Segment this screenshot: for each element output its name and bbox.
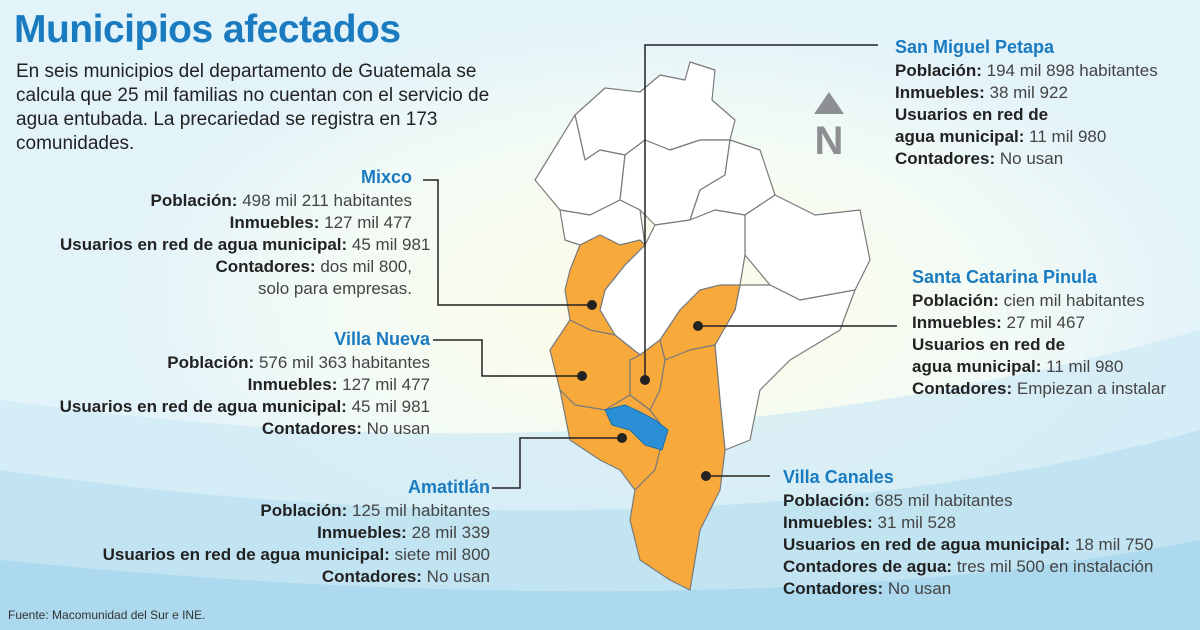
- intro-text: En seis municipios del departamento de G…: [16, 61, 490, 154]
- info-row: solo para empresas.: [257, 279, 412, 298]
- info-row: Contadores: No usan: [895, 149, 1064, 168]
- north-arrow-icon: [814, 92, 844, 114]
- info-row: Contadores: No usan: [783, 579, 952, 598]
- info-block-amatitlan: Amatitlán Población: 125 mil habitantes …: [40, 476, 490, 588]
- marker-amatitlan: [617, 433, 627, 443]
- leader-san-miguel-petapa: [644, 44, 878, 380]
- info-row: Población: 498 mil 211 habitantes: [150, 191, 412, 210]
- source-note: Fuente: Macomunidad del Sur e INE.: [8, 608, 206, 622]
- map-region-mixco: [564, 234, 646, 336]
- info-row: Inmuebles: 31 mil 528: [783, 513, 956, 532]
- info-row: Usuarios en red de: [895, 105, 1049, 124]
- info-row: Usuarios en red de: [912, 335, 1066, 354]
- info-row: Inmuebles: 28 mil 339: [317, 523, 490, 542]
- info-row: Inmuebles: 127 mil 477: [247, 375, 430, 394]
- map-region-east-3: [714, 284, 856, 451]
- info-row: Usuarios en red de agua municipal: 45 mi…: [60, 235, 431, 254]
- municipality-name: Santa Catarina Pinula: [912, 267, 1098, 287]
- north-label: N: [814, 119, 844, 163]
- info-row: Contadores de agua: tres mil 500 en inst…: [783, 557, 1154, 576]
- info-row: Inmuebles: 38 mil 922: [895, 83, 1068, 102]
- info-block-villa-nueva: Villa Nueva Población: 576 mil 363 habit…: [20, 328, 430, 440]
- municipality-name: Amatitlán: [407, 477, 490, 497]
- marker-san-miguel-petapa: [640, 375, 650, 385]
- municipality-name: Villa Canales: [783, 467, 894, 487]
- info-row: Población: 576 mil 363 habitantes: [167, 353, 430, 372]
- info-row: Usuarios en red de agua municipal: 45 mi…: [59, 397, 430, 416]
- north-arrow: N: [812, 90, 846, 161]
- info-block-san-miguel-petapa: San Miguel Petapa Población: 194 mil 898…: [895, 36, 1195, 170]
- info-row: Usuarios en red de agua municipal: siete…: [102, 545, 490, 564]
- map-region-east-2: [744, 194, 871, 301]
- info-row: Contadores: No usan: [261, 419, 430, 438]
- info-row: Usuarios en red de agua municipal: 18 mi…: [783, 535, 1154, 554]
- marker-villa-nueva: [577, 371, 587, 381]
- info-block-mixco: Mixco Población: 498 mil 211 habitantes …: [60, 166, 431, 300]
- info-row: Inmuebles: 127 mil 477: [229, 213, 412, 232]
- lake-amatitlan: [604, 404, 669, 451]
- info-row: agua municipal: 11 mil 980: [912, 357, 1124, 376]
- info-row: Inmuebles: 27 mil 467: [912, 313, 1085, 332]
- info-block-santa-catarina-pinula: Santa Catarina Pinula Población: cien mi…: [912, 266, 1196, 400]
- info-row: Población: 194 mil 898 habitantes: [895, 61, 1158, 80]
- page-title: Municipios afectados: [14, 8, 401, 51]
- leader-mixco: [423, 179, 592, 306]
- marker-mixco: [587, 300, 597, 310]
- marker-villa-canales: [701, 471, 711, 481]
- info-row: Población: cien mil habitantes: [912, 291, 1145, 310]
- info-block-villa-canales: Villa Canales Población: 685 mil habitan…: [783, 466, 1193, 600]
- municipality-name: Villa Nueva: [334, 329, 430, 349]
- info-row: agua municipal: 11 mil 980: [895, 127, 1107, 146]
- info-row: Contadores: No usan: [321, 567, 490, 586]
- marker-santa-catarina-pinula: [693, 321, 703, 331]
- info-row: Población: 125 mil habitantes: [260, 501, 490, 520]
- leader-villa-nueva: [433, 339, 582, 377]
- municipality-name: Mixco: [360, 167, 412, 187]
- info-row: Población: 685 mil habitantes: [783, 491, 1013, 510]
- leader-amatitlan: [492, 437, 622, 489]
- municipality-name: San Miguel Petapa: [895, 37, 1055, 57]
- info-row: Contadores: Empiezan a instalar: [912, 379, 1167, 398]
- info-row: Contadores: dos mil 800,: [215, 257, 412, 276]
